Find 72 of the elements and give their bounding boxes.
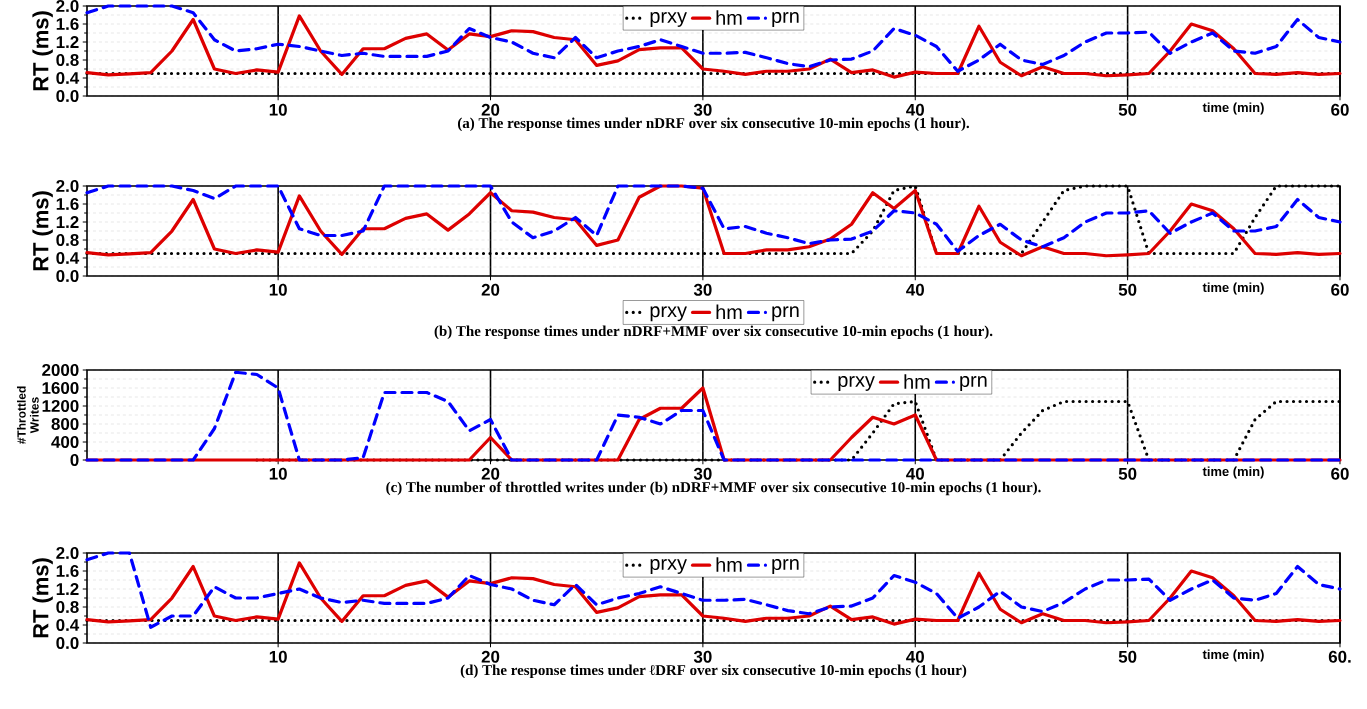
y-axis-title: #Throttled Writes	[16, 386, 39, 445]
text: (c) The number of throttled writes under (b) nDRF+MMF over six consecutive 10-min epochs (1 hour).	[386, 481, 1041, 496]
x-tick-label: 50	[1118, 467, 1137, 480]
legend-label: prxy	[650, 12, 687, 27]
x-tick-label: 50	[1118, 283, 1137, 296]
y-tick-label: 0.8	[56, 601, 79, 614]
legend-label: prxy	[650, 559, 687, 574]
y-tick-label: 1200	[42, 400, 79, 413]
y-tick-label: 400	[51, 436, 79, 449]
x-tick-label: 10	[269, 467, 287, 480]
x-tick-label: 10	[269, 283, 287, 296]
x-tick-label: 30	[693, 650, 712, 663]
x-axis-title: time (min)	[1202, 466, 1264, 479]
x-tick-label: 40	[906, 650, 924, 663]
text: (a) The response times under nDRF over six consecutive 10-min epochs (1 hour).	[457, 117, 969, 132]
x-tick-label: 30	[693, 103, 712, 116]
y-axis-title: RT (ms)	[32, 11, 53, 91]
y-tick-label: 0.8	[56, 54, 79, 66]
legend-label: prn	[960, 376, 987, 391]
x-tick-label: 30	[693, 283, 712, 296]
x-tick-label: 40	[906, 283, 924, 296]
x-tick-label: 30	[693, 467, 712, 480]
y-tick-label: 0.0	[56, 637, 79, 650]
x-tick-label: 10	[269, 103, 287, 116]
y-tick-label: 1600	[42, 382, 79, 395]
y-tick-label: 0.0	[56, 90, 79, 102]
text: (d) The response times under ℓDRF over six consecutive 10-min epochs (1 hour)	[460, 664, 967, 679]
y-tick-label: 1.2	[56, 583, 79, 595]
y-tick-label: 2.0	[56, 547, 79, 560]
x-tick-label: 50	[1118, 103, 1137, 116]
y-tick-label: 1.6	[56, 18, 79, 30]
x-axis-title: time (min)	[1202, 102, 1264, 115]
y-tick-label: 0.4	[56, 252, 80, 265]
y-tick-label: 0.4	[56, 619, 80, 632]
y-tick-label: 1.2	[56, 36, 79, 48]
x-tick-label: 20	[481, 467, 500, 480]
y-axis-title: RT (ms)	[32, 558, 53, 638]
y-tick-label: 2.0	[56, 0, 79, 12]
y-tick-label: 800	[51, 418, 79, 431]
x-tick-label: 60.	[1328, 650, 1351, 663]
y-tick-label: 0.4	[56, 72, 80, 84]
x-tick-label: 20	[481, 103, 500, 116]
y-axis-title: RT (ms)	[32, 191, 53, 271]
y-tick-label: 2.0	[56, 180, 79, 192]
legend-label: prxy	[650, 306, 687, 322]
x-tick-label: 40	[906, 103, 924, 116]
y-tick-label: 0.0	[56, 270, 79, 283]
y-tick-label: 0	[70, 454, 79, 467]
x-tick-label: 20	[481, 650, 500, 663]
text: (b) The response times under nDRF+MMF over six consecutive 10-min epochs (1 hour).	[434, 325, 993, 340]
x-axis-title: time (min)	[1202, 282, 1264, 295]
y-tick-label: 1.2	[56, 216, 79, 228]
legend-label: prxy	[838, 376, 875, 391]
y-tick-label: 1.6	[56, 198, 79, 211]
x-tick-label: 20	[481, 283, 500, 296]
y-tick-label: 1.6	[56, 565, 79, 578]
y-tick-label: 2000	[42, 364, 79, 377]
x-tick-label: 60	[1331, 283, 1349, 296]
x-tick-label: 60	[1331, 467, 1349, 480]
y-tick-label: 0.8	[56, 234, 79, 247]
legend-label: hm	[716, 10, 742, 25]
x-tick-label: 10	[269, 650, 287, 663]
x-tick-label: 40	[906, 467, 924, 480]
x-tick-label: 50	[1118, 650, 1137, 663]
legend-label: prn	[772, 306, 799, 322]
legend-label: prn	[772, 12, 799, 27]
legend-label: prn	[772, 559, 799, 574]
legend-label: hm	[716, 304, 742, 319]
legend-label: hm	[716, 557, 742, 572]
x-axis-title: time (min)	[1202, 649, 1264, 662]
x-tick-label: 60	[1331, 103, 1349, 116]
legend-label: hm	[904, 374, 930, 389]
